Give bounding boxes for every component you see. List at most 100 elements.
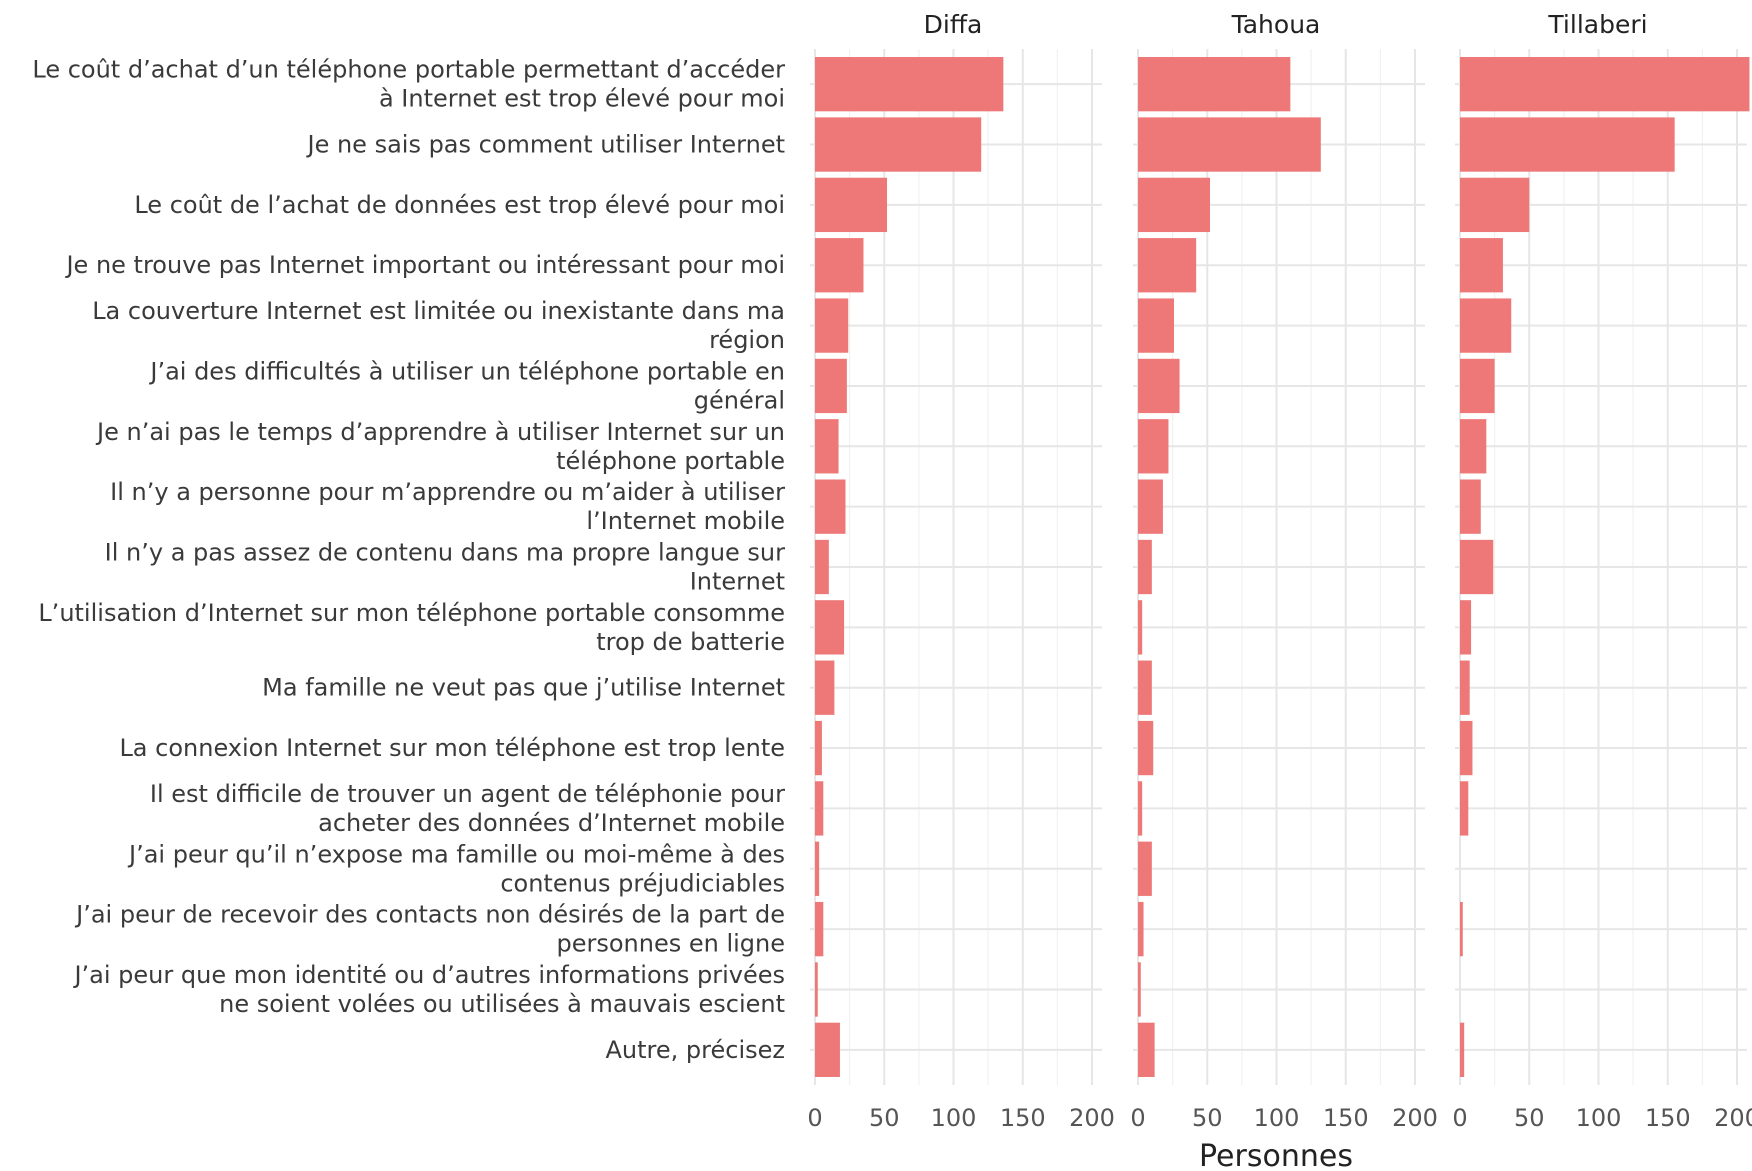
bar bbox=[1138, 660, 1152, 715]
category-label-line: acheter des données d’Internet mobile bbox=[318, 809, 785, 837]
bar bbox=[815, 720, 822, 776]
category-label: Le coût d’achat d’un téléphone portable … bbox=[32, 56, 785, 113]
category-label-line: Il n’y a pas assez de contenu dans ma pr… bbox=[105, 539, 785, 567]
bar bbox=[1460, 57, 1750, 112]
category-labels: Le coût d’achat d’un téléphone portable … bbox=[32, 56, 785, 1064]
bar bbox=[1138, 419, 1169, 474]
category-label: Il n’y a pas assez de contenu dans ma pr… bbox=[105, 539, 785, 596]
bar bbox=[1460, 238, 1503, 293]
bar bbox=[1460, 539, 1494, 595]
x-tick-label: 100 bbox=[1576, 1104, 1622, 1132]
facet-title: Diffa bbox=[924, 10, 983, 39]
bar bbox=[1138, 600, 1143, 655]
bar bbox=[1138, 720, 1154, 776]
category-label-line: Je ne sais pas comment utiliser Internet bbox=[305, 131, 785, 159]
bar bbox=[1138, 358, 1180, 414]
bar bbox=[1138, 117, 1321, 172]
bar bbox=[815, 117, 982, 172]
category-label-line: Il n’y a personne pour m’apprendre ou m’… bbox=[110, 478, 785, 506]
bar bbox=[1460, 177, 1530, 233]
x-tick-label: 50 bbox=[1192, 1104, 1223, 1132]
bar bbox=[1138, 177, 1211, 233]
bar bbox=[1138, 479, 1163, 534]
facet-panel-tillaberi: Tillaberi 0 50 100 150 200 bbox=[1452, 10, 1752, 1132]
category-label: Le coût de l’achat de données est trop é… bbox=[134, 191, 785, 219]
category-label-line: à Internet est trop élevé pour moi bbox=[379, 85, 785, 113]
x-tick-label: 0 bbox=[1130, 1104, 1145, 1132]
category-label: Je n’ai pas le temps d’apprendre à utili… bbox=[95, 418, 785, 475]
category-label-line: l’Internet mobile bbox=[586, 507, 785, 535]
x-tick-label: 150 bbox=[1000, 1104, 1046, 1132]
category-label-line: général bbox=[694, 386, 785, 414]
facet-panel-diffa: Diffa 0 50 100 150 200 bbox=[807, 10, 1115, 1132]
bar bbox=[1138, 901, 1144, 957]
x-tick-label: 100 bbox=[1254, 1104, 1300, 1132]
category-label-line: La couverture Internet est limitée ou in… bbox=[92, 297, 785, 325]
category-label-line: La connexion Internet sur mon téléphone … bbox=[119, 734, 785, 762]
category-label: Autre, précisez bbox=[606, 1036, 785, 1064]
category-label: J’ai peur qu’il n’expose ma famille ou m… bbox=[127, 840, 785, 897]
bar bbox=[1460, 720, 1473, 776]
bar bbox=[1138, 962, 1141, 1017]
category-label: Je ne trouve pas Internet important ou i… bbox=[64, 251, 785, 279]
category-label-line: Internet bbox=[690, 568, 785, 596]
category-label-line: Je n’ai pas le temps d’apprendre à utili… bbox=[95, 418, 785, 446]
category-label: Il est difficile de trouver un agent de … bbox=[150, 780, 785, 837]
category-label-line: Je ne trouve pas Internet important ou i… bbox=[64, 251, 785, 279]
bar bbox=[1460, 901, 1463, 957]
bar bbox=[815, 841, 820, 896]
category-label-line: J’ai peur qu’il n’expose ma famille ou m… bbox=[127, 840, 785, 868]
bar bbox=[1460, 1022, 1465, 1077]
category-label: Il n’y a personne pour m’apprendre ou m’… bbox=[110, 478, 785, 535]
bar bbox=[1460, 298, 1512, 353]
bar bbox=[1460, 479, 1481, 534]
x-tick-label: 0 bbox=[807, 1104, 822, 1132]
x-tick-label: 50 bbox=[869, 1104, 900, 1132]
bar bbox=[1460, 419, 1487, 474]
bar bbox=[1138, 298, 1175, 353]
category-label-line: L’utilisation d’Internet sur mon télépho… bbox=[38, 599, 785, 627]
bar bbox=[1138, 238, 1197, 293]
bar bbox=[815, 901, 824, 957]
category-label: J’ai peur que mon identité ou d’autres i… bbox=[72, 961, 785, 1018]
bar bbox=[815, 57, 1004, 112]
category-label-line: Autre, précisez bbox=[606, 1036, 785, 1064]
category-label-line: personnes en ligne bbox=[556, 930, 785, 958]
bar bbox=[1460, 660, 1470, 715]
category-label-line: téléphone portable bbox=[556, 447, 785, 475]
category-label: La connexion Internet sur mon téléphone … bbox=[119, 734, 785, 762]
bar bbox=[1460, 600, 1472, 655]
bar bbox=[1138, 1022, 1155, 1077]
x-axis-title: Personnes bbox=[1199, 1139, 1353, 1171]
bar bbox=[815, 238, 864, 293]
category-label: Je ne sais pas comment utiliser Internet bbox=[305, 131, 785, 159]
x-tick-label: 200 bbox=[1392, 1104, 1438, 1132]
bar bbox=[815, 781, 824, 836]
category-label-line: J’ai peur que mon identité ou d’autres i… bbox=[72, 961, 785, 989]
x-tick-label: 0 bbox=[1452, 1104, 1467, 1132]
category-label: J’ai des difficultés à utiliser un télép… bbox=[148, 357, 785, 414]
bar bbox=[1138, 539, 1152, 595]
bar bbox=[1138, 781, 1143, 836]
category-label: Ma famille ne veut pas que j’utilise Int… bbox=[262, 674, 785, 702]
category-label-line: Il est difficile de trouver un agent de … bbox=[150, 780, 785, 808]
category-label-line: Le coût de l’achat de données est trop é… bbox=[134, 191, 785, 219]
facet-title: Tahoua bbox=[1231, 10, 1321, 39]
facet-title: Tillaberi bbox=[1547, 10, 1647, 39]
category-label: L’utilisation d’Internet sur mon télépho… bbox=[38, 599, 785, 656]
bar bbox=[815, 539, 829, 595]
x-tick-label: 150 bbox=[1645, 1104, 1691, 1132]
category-label-line: Le coût d’achat d’un téléphone portable … bbox=[32, 56, 785, 84]
category-label: J’ai peur de recevoir des contacts non d… bbox=[74, 901, 785, 958]
x-tick-label: 200 bbox=[1714, 1104, 1752, 1132]
bar bbox=[815, 298, 849, 353]
bar bbox=[1138, 57, 1291, 112]
category-label-line: région bbox=[709, 326, 785, 354]
facet-panel-tahoua: Tahoua 0 50 100 150 200 bbox=[1130, 10, 1438, 1132]
bar bbox=[1460, 781, 1469, 836]
facet-panels: Diffa 0 50 100 150 200 Tahoua 0 50 100 150 200 Tilla… bbox=[807, 10, 1752, 1132]
x-tick-label: 150 bbox=[1323, 1104, 1369, 1132]
bar bbox=[815, 419, 839, 474]
category-label-line: trop de batterie bbox=[596, 628, 785, 656]
